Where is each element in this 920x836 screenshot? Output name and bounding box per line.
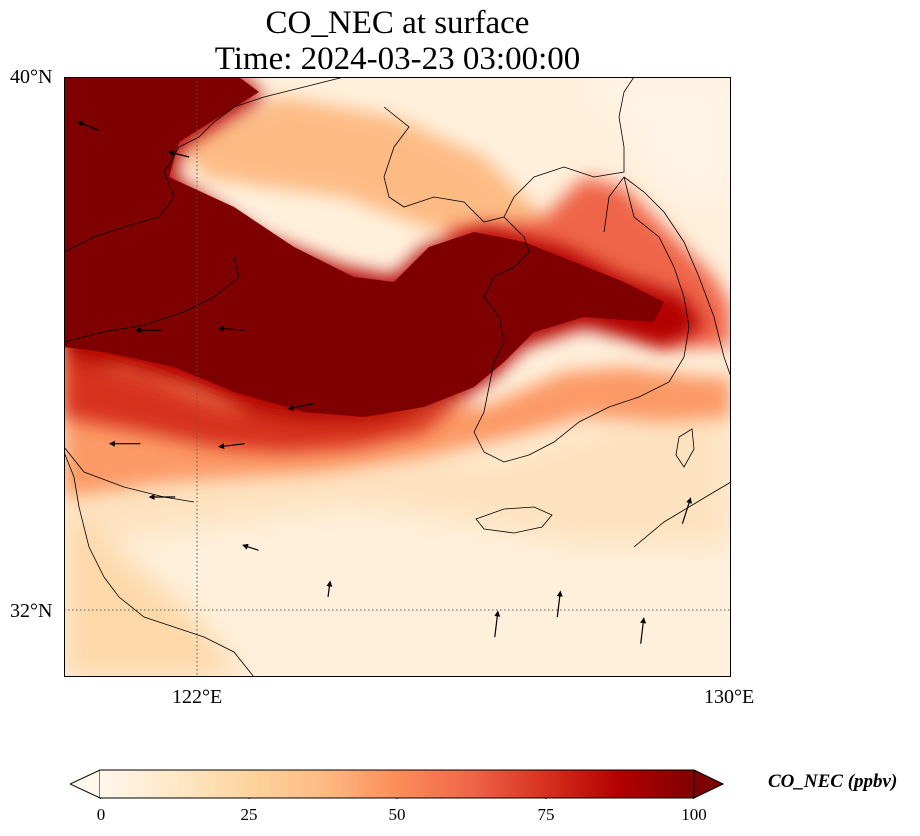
wind-vector-arrow (494, 610, 501, 638)
colorbar-tick-25: 25 (240, 805, 258, 824)
wind-vector-arrow (242, 543, 259, 551)
coastlines (64, 77, 731, 677)
wind-vector-arrow (287, 403, 315, 411)
field-peak-core (64, 77, 664, 417)
wind-vector-arrow (556, 590, 563, 618)
coastline-bohai (64, 256, 240, 343)
wind-vector-arrow (218, 443, 245, 450)
tsushima-island (675, 428, 695, 468)
lon-tick-label-130e: 130°E (704, 686, 755, 708)
jeju-island (475, 506, 553, 534)
wind-vector-arrow (681, 497, 692, 524)
wind-vector-arrow (218, 325, 245, 332)
coastline-east-sea (623, 176, 731, 378)
chart-title-line-2: Time: 2024-03-23 03:00:00 (214, 41, 581, 77)
coastline-jiangsu (64, 451, 255, 677)
wind-vector-arrow (326, 580, 333, 598)
colorbar-label: CO_NEC (ppbv) (768, 771, 898, 792)
colorbar-tick-50: 50 (388, 805, 406, 824)
colorbar-tick-100: 100 (681, 805, 707, 824)
wind-vector-arrow (77, 121, 99, 131)
concentration-field (64, 77, 731, 677)
chart-title-line-1: CO_NEC at surface (265, 5, 530, 41)
colorbar-extend-min (70, 769, 101, 799)
colorbar-tick-0: 0 (96, 805, 106, 824)
wind-vector-arrow (640, 617, 647, 644)
coastline-shandong (64, 446, 195, 503)
coastline-kyushu (633, 481, 731, 548)
wind-vector-arrow (167, 150, 190, 158)
map-border (64, 77, 731, 677)
map-panel (64, 77, 731, 677)
lat-tick-label-32n: 32°N (10, 600, 53, 622)
map-canvas (64, 77, 731, 677)
coastline-korea (473, 176, 690, 463)
colorbar (70, 769, 724, 799)
colorbar-gradient (100, 770, 694, 798)
lon-tick-label-122e: 122°E (172, 686, 223, 708)
colorbar-tick-75: 75 (537, 805, 555, 824)
wind-vector-field (77, 121, 692, 644)
colorbar-extend-max (693, 769, 724, 799)
colorbar-tick-marks (100, 798, 694, 799)
lat-tick-label-40n: 40°N (10, 66, 53, 88)
border-line (603, 176, 625, 233)
coastline-liaoning (64, 77, 345, 253)
